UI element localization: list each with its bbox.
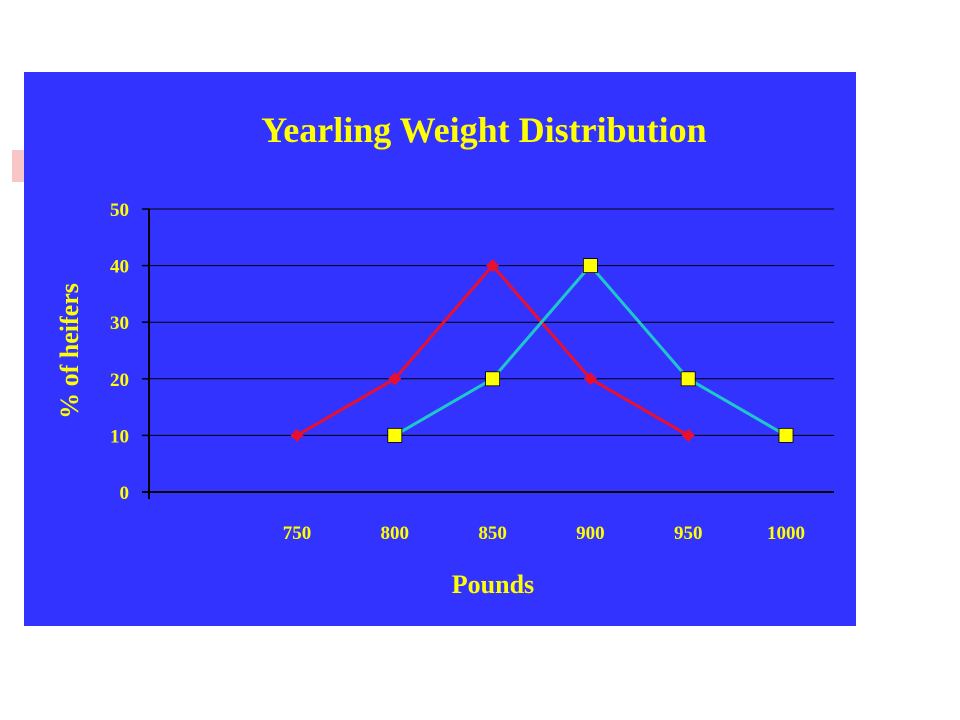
x-axis-title: Pounds [452,570,534,599]
x-tick-label: 800 [381,523,410,544]
y-tick-label: 20 [110,370,129,391]
data-point-marker [778,427,794,443]
x-tick-labels: 750 800 850 900 950 1000 [283,523,805,544]
series-1 [290,259,695,442]
series-2 [387,258,794,443]
x-tick-label: 850 [478,523,507,544]
data-point-marker [681,428,695,442]
data-point-marker [486,259,500,273]
x-tick-label: 950 [674,523,703,544]
data-point-marker [485,371,501,387]
data-point-marker [388,372,402,386]
slide-accent-bar [12,150,26,182]
data-point-marker [387,427,403,443]
y-tick-label: 40 [110,257,129,278]
chart-title: Yearling Weight Distribution [261,110,706,150]
line-chart: Yearling Weight Distribution 750 800 850 90… [55,110,834,599]
axes [142,209,834,499]
data-point-marker [680,371,696,387]
data-point-marker [583,372,597,386]
x-tick-label: 1000 [767,523,805,544]
data-series [290,258,794,443]
chart-panel: Yearling Weight Distribution 750 800 850 90… [24,72,856,626]
x-tick-label: 750 [283,523,312,544]
data-point-marker [583,258,598,274]
series-line [296,264,689,437]
x-tick-label: 900 [576,523,605,544]
y-tick-label: 50 [110,200,129,221]
y-tick-label: 0 [120,483,130,504]
y-axis-title: % of heifers [55,283,84,419]
data-point-marker [290,428,304,442]
y-tick-label: 10 [110,426,129,447]
y-tick-labels: 0 10 20 30 40 50 [110,200,129,504]
gridlines [142,208,834,493]
series-line [394,264,787,437]
y-tick-label: 30 [110,313,129,334]
